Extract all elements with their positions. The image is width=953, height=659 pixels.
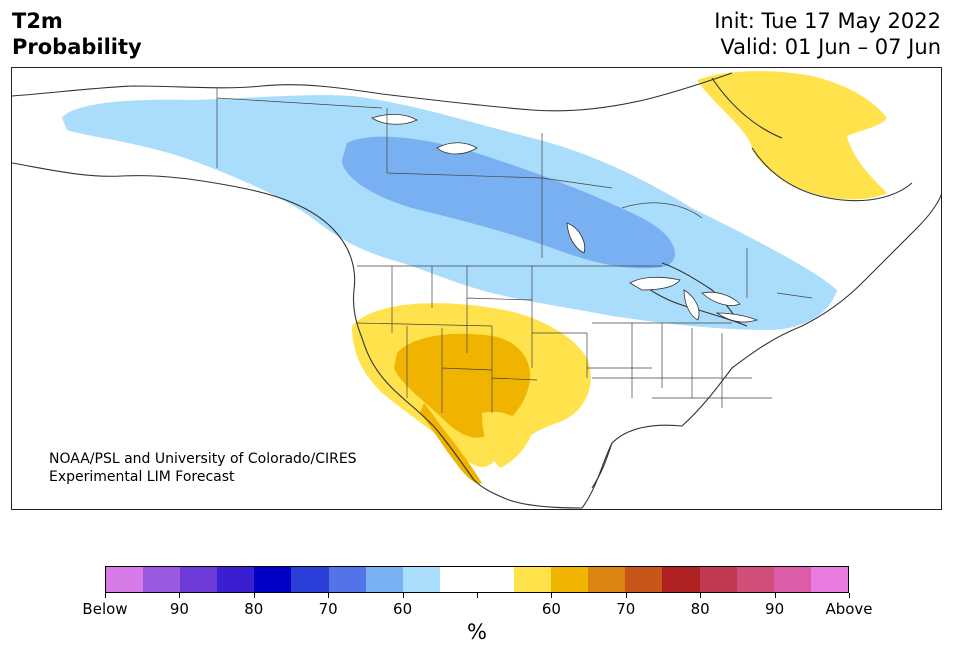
- colorbar-tick: [625, 593, 627, 598]
- colorbar-swatch: [439, 567, 477, 592]
- political-borders: [216, 88, 813, 413]
- colorbar-tick: [179, 593, 181, 598]
- colorbar-tick: [551, 593, 553, 598]
- colorbar-tick-label: Above: [825, 600, 873, 618]
- colorbar-tick: [774, 593, 776, 598]
- colorbar: [105, 566, 849, 593]
- colorbar-swatch: [662, 567, 700, 592]
- colorbar-swatch: [106, 567, 144, 592]
- colorbar-tick-label: Below: [82, 600, 128, 618]
- colorbar-swatch: [180, 567, 218, 592]
- colorbar-unit: %: [467, 620, 487, 644]
- colorbar-tick-label: 70: [318, 600, 338, 618]
- credit-line-2: Experimental LIM Forecast: [49, 469, 235, 485]
- colorbar-tick-label: 70: [616, 600, 636, 618]
- above-normal-light-mexico-patch: [482, 411, 532, 468]
- colorbar-swatch: [699, 567, 737, 592]
- colorbar-swatch: [551, 567, 589, 592]
- colorbar-tick-label: 90: [169, 600, 189, 618]
- colorbar-swatch: [625, 567, 663, 592]
- colorbar-swatch: [328, 567, 366, 592]
- forecast-dates: Init: Tue 17 May 2022 Valid: 01 Jun – 07…: [714, 8, 941, 60]
- colorbar-tick-label: 60: [541, 600, 561, 618]
- colorbar-tick-label: 60: [393, 600, 413, 618]
- title-line-1: T2m: [12, 9, 63, 33]
- colorbar-swatch: [810, 567, 848, 592]
- colorbar-swatch: [773, 567, 811, 592]
- colorbar-swatch: [254, 567, 292, 592]
- above-normal-light-greenland: [697, 71, 887, 200]
- colorbar-swatch: [402, 567, 440, 592]
- below-normal-mid-region: [342, 136, 675, 269]
- colorbar-swatch: [588, 567, 626, 592]
- credit-text: NOAA/PSL and University of Colorado/CIRE…: [49, 450, 357, 486]
- colorbar-swatch: [217, 567, 255, 592]
- above-normal-mid-southwest: [394, 333, 531, 438]
- colorbar-tick: [849, 593, 850, 598]
- colorbar-tick: [253, 593, 255, 598]
- colorbar-tick: [700, 593, 702, 598]
- valid-date: Valid: 01 Jun – 07 Jun: [720, 35, 941, 59]
- colorbar-tick-label: 80: [244, 600, 264, 618]
- colorbar-swatch: [291, 567, 329, 592]
- colorbar-swatch: [143, 567, 181, 592]
- map-panel: [11, 67, 942, 510]
- colorbar-swatch: [365, 567, 403, 592]
- colorbar-tick: [477, 593, 478, 598]
- colorbar-swatch: [736, 567, 774, 592]
- colorbar-tick: [402, 593, 404, 598]
- above-normal-baja: [420, 403, 482, 484]
- colorbar-tick-label: 90: [765, 600, 785, 618]
- north-america-map: [12, 71, 941, 509]
- colorbar-tick: [105, 593, 106, 598]
- title-line-2: Probability: [12, 35, 142, 59]
- great-lakes: [371, 114, 759, 323]
- colorbar-swatch: [514, 567, 552, 592]
- credit-line-1: NOAA/PSL and University of Colorado/CIRE…: [49, 451, 357, 467]
- colorbar-tick-label: 80: [690, 600, 710, 618]
- colorbar-tick: [328, 593, 330, 598]
- init-date: Init: Tue 17 May 2022: [714, 9, 941, 33]
- colorbar-swatch: [476, 567, 515, 592]
- chart-title: T2m Probability: [12, 8, 142, 60]
